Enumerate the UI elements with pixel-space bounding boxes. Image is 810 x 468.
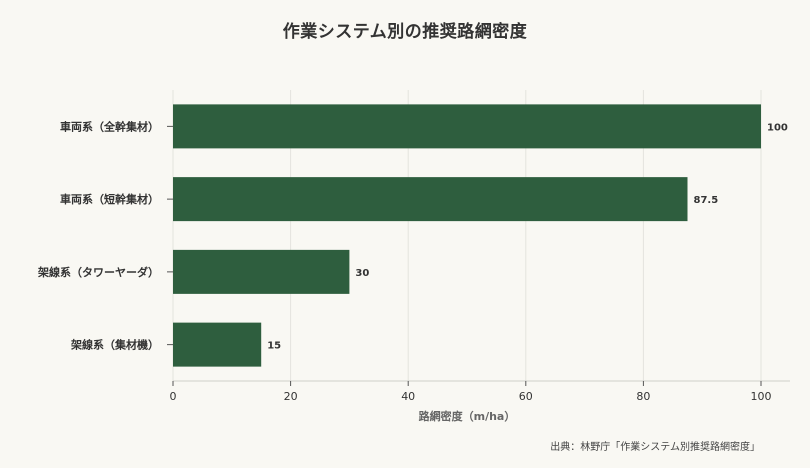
category-label-2: 架線系（タワーヤーダ）: [37, 265, 159, 279]
x-tick-label-60: 60: [519, 390, 533, 403]
x-axis-title: 路網密度（m/ha）: [419, 409, 516, 423]
bar-3: [173, 322, 262, 367]
value-label-2: 30: [355, 268, 369, 279]
x-tick-label-0: 0: [170, 390, 177, 403]
value-label-1: 87.5: [694, 195, 719, 206]
source-note: 出典：林野庁「作業システム別推奨路網密度」: [550, 442, 760, 453]
bar-1: [173, 177, 688, 222]
x-tick-label-100: 100: [751, 390, 772, 403]
value-label-0: 100: [767, 122, 788, 133]
x-axis: 0 20 40 60 80 100: [170, 380, 790, 403]
bars: [173, 104, 761, 367]
x-tick-label-80: 80: [636, 390, 650, 403]
chart-title: 作業システム別の推奨路網密度: [282, 22, 528, 42]
value-labels: 100 87.5 30 15: [267, 122, 788, 351]
x-tick-label-40: 40: [401, 390, 415, 403]
value-label-3: 15: [267, 341, 281, 352]
bar-0: [173, 104, 761, 149]
category-label-0: 車両系（全幹集材）: [60, 119, 159, 133]
bar-2: [173, 249, 350, 294]
x-tick-label-20: 20: [284, 390, 298, 403]
category-labels: 車両系（全幹集材） 車両系（短幹集材） 架線系（タワーヤーダ） 架線系（集材機）: [37, 119, 173, 352]
category-label-1: 車両系（短幹集材）: [60, 192, 159, 206]
category-label-3: 架線系（集材機）: [70, 338, 159, 352]
